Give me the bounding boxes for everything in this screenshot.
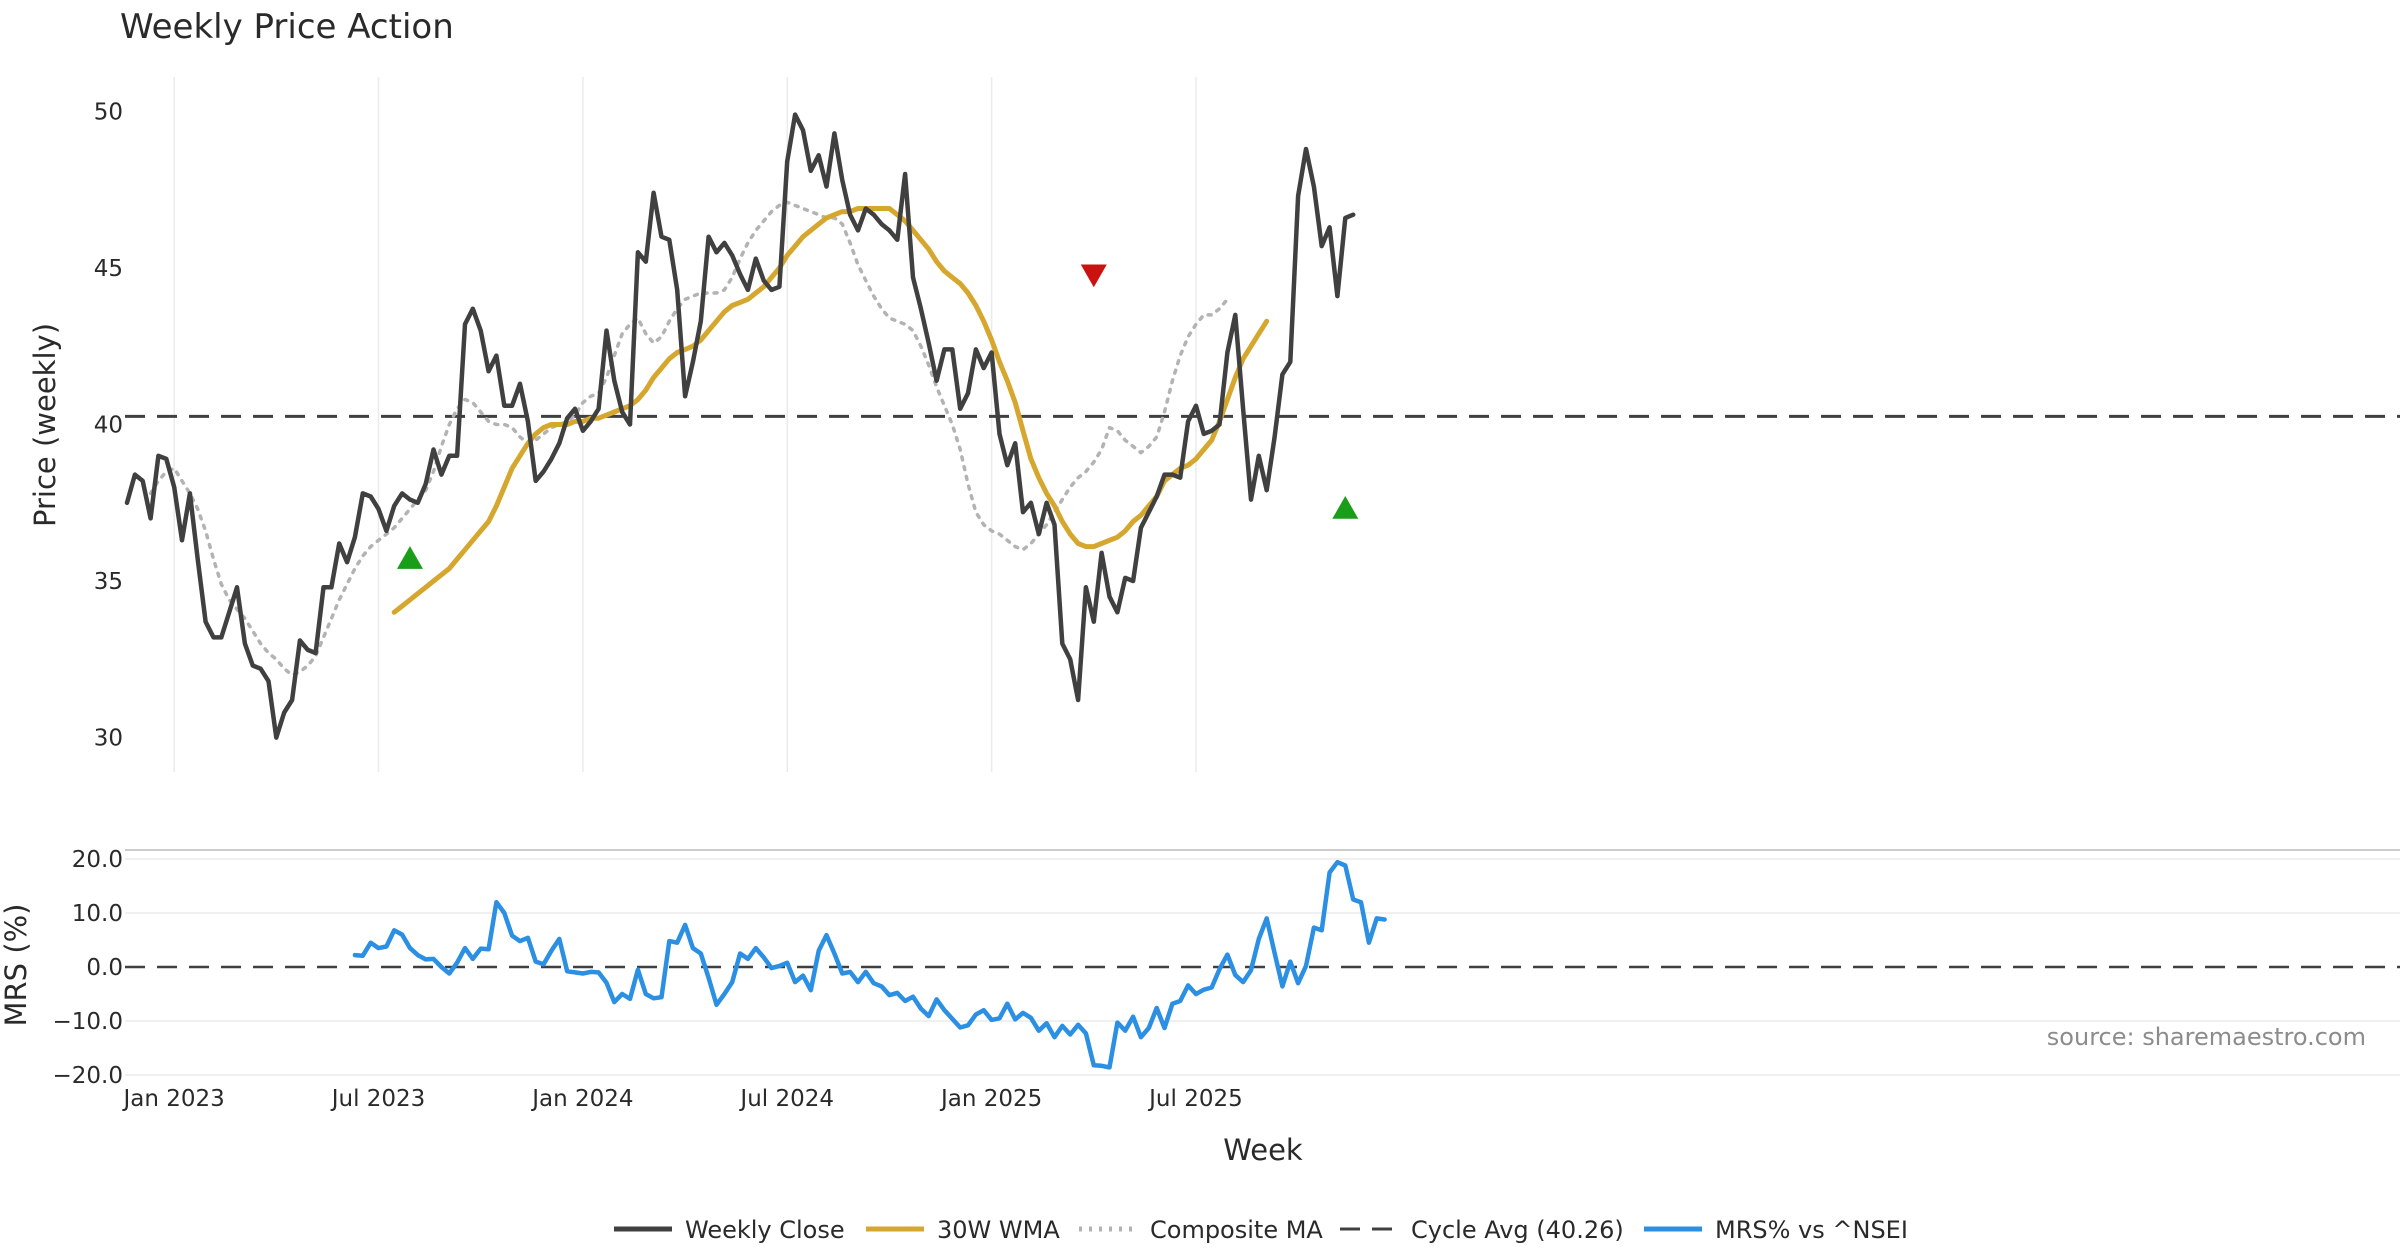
composite-ma-line <box>148 200 1230 677</box>
buy-signal-marker <box>1332 496 1359 519</box>
legend-label: MRS% vs ^NSEI <box>1715 1216 1908 1244</box>
price-series <box>124 112 2400 740</box>
buy-signal-marker <box>396 546 423 569</box>
legend: Weekly Close 30W WMA Composite MA Cycle Avg… <box>614 1216 1908 1244</box>
price-y-tick-labels: 30 35 40 45 50 <box>94 99 123 751</box>
x-tick: Jan 2024 <box>530 1086 633 1112</box>
x-tick-labels: Jan 2023 Jul 2023 Jan 2024 Jul 2024 Jan 2025… <box>122 1086 1243 1112</box>
legend-label: Weekly Close <box>685 1216 845 1244</box>
weekly-close-line <box>124 112 1356 740</box>
legend-label: Composite MA <box>1150 1216 1323 1244</box>
x-tick: Jan 2023 <box>122 1086 225 1112</box>
mrs-y-tick-labels: 20.0 10.0 0.0 −10.0 −20.0 <box>53 847 123 1089</box>
x-tick: Jul 2025 <box>1147 1086 1243 1112</box>
price-y-tick: 45 <box>94 256 123 282</box>
mrs-y-tick: −10.0 <box>53 1009 123 1035</box>
price-y-axis-label: Price (weekly) <box>28 323 62 527</box>
x-tick: Jul 2023 <box>330 1086 426 1112</box>
x-tick: Jan 2025 <box>939 1086 1042 1112</box>
mrs-y-tick: 0.0 <box>86 955 123 981</box>
legend-label: 30W WMA <box>937 1216 1060 1244</box>
wma-30w-line <box>391 206 1270 615</box>
price-y-tick: 50 <box>94 99 123 125</box>
mrs-line <box>352 859 1387 1070</box>
legend-entry: Composite MA <box>1079 1216 1323 1244</box>
legend-entry: MRS% vs ^NSEI <box>1644 1216 1908 1244</box>
mrs-y-tick: 10.0 <box>72 901 123 927</box>
sell-signal-marker <box>1080 264 1107 288</box>
mrs-y-tick: 20.0 <box>72 847 123 873</box>
price-y-tick: 30 <box>94 726 123 752</box>
price-vertical-gridlines <box>173 77 1197 772</box>
x-axis-label: Week <box>1223 1133 1303 1167</box>
signal-markers <box>396 264 1359 569</box>
x-tick: Jul 2024 <box>738 1086 834 1112</box>
mrs-series <box>125 859 2400 1070</box>
mrs-panel: 20.0 10.0 0.0 −10.0 −20.0 MRS (%) source: sh… <box>0 847 2400 1089</box>
mrs-y-tick: −20.0 <box>53 1063 123 1089</box>
legend-label: Cycle Avg (40.26) <box>1411 1216 1624 1244</box>
source-annotation: source: sharemaestro.com <box>2047 1023 2366 1051</box>
legend-entry: Weekly Close <box>614 1216 845 1244</box>
legend-entry: 30W WMA <box>866 1216 1060 1244</box>
price-panel: 30 35 40 45 50 Price (weekly) <box>28 77 2400 772</box>
mrs-y-axis-label: MRS (%) <box>0 904 33 1027</box>
price-y-tick: 35 <box>94 569 123 595</box>
price-y-tick: 40 <box>94 413 123 439</box>
legend-entry: Cycle Avg (40.26) <box>1340 1216 1624 1244</box>
chart-title: Weekly Price Action <box>120 7 454 47</box>
